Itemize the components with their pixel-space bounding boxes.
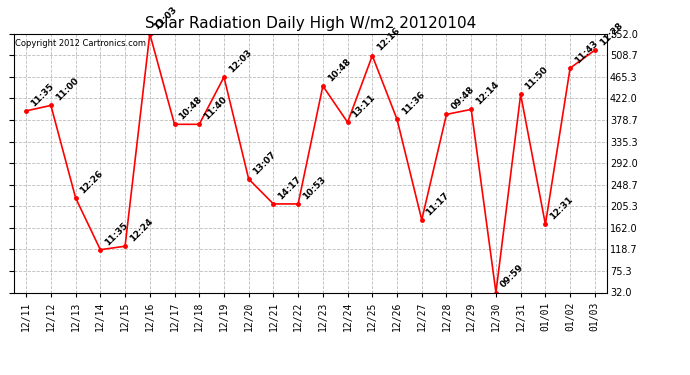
Text: 12:26: 12:26 (79, 169, 105, 195)
Text: 11:40: 11:40 (202, 95, 228, 122)
Text: 11:43: 11:43 (573, 39, 600, 65)
Text: 13:07: 13:07 (251, 150, 278, 176)
Text: 12:03: 12:03 (227, 48, 253, 74)
Text: 11:03: 11:03 (152, 4, 179, 31)
Text: 10:48: 10:48 (177, 95, 204, 122)
Text: 11:36: 11:36 (400, 90, 426, 117)
Text: 11:35: 11:35 (29, 81, 56, 108)
Text: 14:17: 14:17 (276, 174, 303, 201)
Text: 11:17: 11:17 (424, 190, 451, 217)
Text: 10:48: 10:48 (326, 57, 353, 83)
Text: 12:24: 12:24 (128, 217, 155, 243)
Text: Copyright 2012 Cartronics.com: Copyright 2012 Cartronics.com (15, 39, 146, 48)
Text: 12:14: 12:14 (474, 80, 501, 106)
Title: Solar Radiation Daily High W/m2 20120104: Solar Radiation Daily High W/m2 20120104 (145, 16, 476, 31)
Text: 11:00: 11:00 (54, 76, 80, 103)
Text: 11:50: 11:50 (524, 65, 550, 92)
Text: 09:48: 09:48 (449, 85, 476, 112)
Text: 09:59: 09:59 (499, 263, 525, 290)
Text: 11:28: 11:28 (598, 21, 624, 47)
Text: 13:11: 13:11 (351, 93, 377, 120)
Text: 12:16: 12:16 (375, 26, 402, 53)
Text: 10:53: 10:53 (301, 175, 328, 201)
Text: 12:31: 12:31 (548, 195, 575, 222)
Text: 11:35: 11:35 (103, 220, 130, 247)
